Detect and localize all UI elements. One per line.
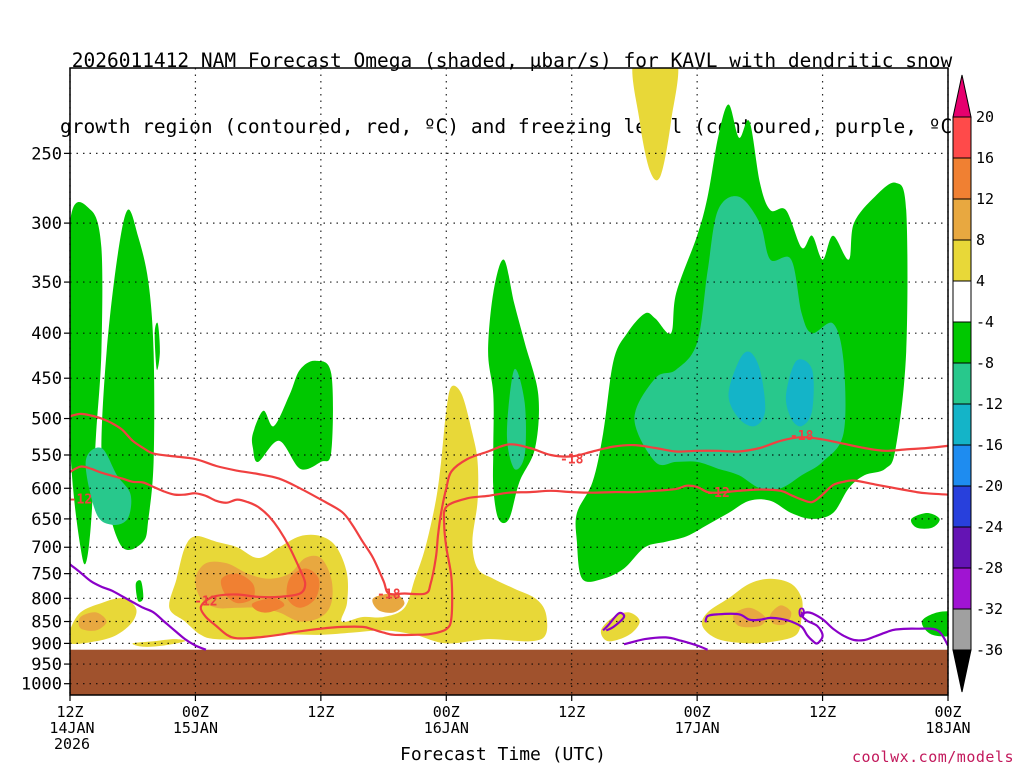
- plot-fill-layer: [70, 68, 948, 695]
- colorbar-arrow-top: [952, 74, 972, 118]
- contour-label-1-2: -18: [790, 429, 814, 444]
- omega-region-19: [132, 639, 186, 647]
- omega-region-1: [101, 209, 155, 550]
- omega-region-11: [910, 513, 940, 529]
- contour-freezing-4: [623, 636, 709, 651]
- ytick-label-750: 750: [31, 565, 62, 585]
- contour-label-1-1: -18: [560, 452, 584, 467]
- colorbar-label-6: -8: [976, 354, 994, 372]
- colorbar-label-10: -24: [976, 518, 1003, 536]
- credit-link[interactable]: coolwx.com/models: [851, 748, 1014, 766]
- colorbar-bin-3: [952, 198, 972, 241]
- contour-freezing-2: [70, 563, 207, 651]
- colorbar-bin-13: [952, 608, 972, 651]
- colorbar-label-0: 20: [976, 108, 994, 126]
- colorbar-label-1: 16: [976, 149, 994, 167]
- colorbar-bin-8: [952, 403, 972, 446]
- contour-layer: -12-12-12-18-18-180: [69, 412, 948, 651]
- ytick-label-400: 400: [31, 324, 62, 344]
- colorbar-label-9: -20: [976, 477, 1003, 495]
- colorbar-label-5: -4: [976, 313, 994, 331]
- terrain-fill: [70, 649, 948, 695]
- xtick-label-0-2: 2026: [54, 735, 90, 753]
- colorbar-label-7: -12: [976, 395, 1003, 413]
- colorbar-bin-1: [952, 116, 972, 159]
- colorbar-bin-6: [952, 321, 972, 364]
- contour-label-0-0: -12: [69, 492, 92, 507]
- colorbar-bin-12: [952, 567, 972, 610]
- xtick-label-0-0: 12Z: [56, 703, 83, 721]
- xtick-label-12-0: 00Z: [182, 703, 209, 721]
- contour-label-0-2: -12: [706, 486, 729, 501]
- omega-region-9: [728, 351, 766, 427]
- omega-region-2: [154, 322, 160, 371]
- omega-region-13: [135, 580, 144, 602]
- chart-title: 2026011412 NAM Forecast Omega (shaded, µ…: [0, 6, 1024, 160]
- title-line-1: 2026011412 NAM Forecast Omega (shaded, µ…: [71, 49, 953, 72]
- xtick-label-72-0: 12Z: [809, 703, 836, 721]
- colorbar-label-11: -28: [976, 559, 1003, 577]
- omega-region-17: [600, 612, 640, 642]
- colorbar-bin-10: [952, 485, 972, 528]
- x-axis-label: Forecast Time (UTC): [400, 744, 606, 765]
- contour-snow_growth-0: [70, 465, 948, 640]
- ytick-label-550: 550: [31, 446, 62, 466]
- ytick-label-700: 700: [31, 538, 62, 558]
- colorbar-label-4: 4: [976, 272, 985, 290]
- plot-frame: [69, 67, 949, 696]
- colorbar-bin-9: [952, 444, 972, 487]
- ytick-label-650: 650: [31, 510, 62, 530]
- omega-region-23: [733, 607, 766, 628]
- omega-region-10: [785, 359, 814, 427]
- contour-label-1-0: -18: [377, 588, 401, 603]
- ytick-label-450: 450: [31, 369, 62, 389]
- xtick-label-12-1: 15JAN: [173, 719, 218, 737]
- ytick-label-250: 250: [31, 144, 62, 164]
- ytick-label-850: 850: [31, 613, 62, 633]
- contour-freezing-5: [704, 611, 948, 647]
- colorbar-label-13: -36: [976, 641, 1003, 659]
- ytick-label-300: 300: [31, 214, 62, 234]
- omega-region-12: [921, 611, 948, 637]
- colorbar-bin-7: [952, 362, 972, 405]
- colorbar-bin-4: [952, 239, 972, 282]
- ytick-label-900: 900: [31, 634, 62, 654]
- ytick-label-500: 500: [31, 410, 62, 430]
- colorbar-label-8: -16: [976, 436, 1003, 454]
- omega-region-27: [251, 598, 285, 613]
- xtick-label-36-0: 00Z: [433, 703, 460, 721]
- contour-label-0-1: -12: [194, 595, 217, 610]
- xtick-label-60-0: 00Z: [684, 703, 711, 721]
- contour-snow_growth-1: [70, 412, 948, 596]
- contour-freezing-3: [602, 611, 626, 632]
- xtick-label-24-0: 12Z: [307, 703, 334, 721]
- omega-region-3: [251, 360, 333, 470]
- xtick-label-36-1: 16JAN: [424, 719, 469, 737]
- omega-region-21: [78, 612, 107, 631]
- omega-region-7: [85, 447, 132, 525]
- colorbar: 20 16 12 8 4 -4 -8 -12 -16 -20 -24 -28 -32 -36: [952, 74, 1003, 693]
- xtick-label-0-1: 14JAN: [49, 719, 94, 737]
- xtick-label-84-1: 18JAN: [925, 719, 970, 737]
- omega-region-14: [632, 68, 679, 181]
- ytick-label-1000: 1000: [21, 675, 62, 695]
- colorbar-label-2: 12: [976, 190, 994, 208]
- colorbar-arrow-bottom: [952, 649, 972, 693]
- omega-region-0: [70, 202, 103, 565]
- xtick-label-84-0: 00Z: [934, 703, 961, 721]
- colorbar-bin-11: [952, 526, 972, 569]
- colorbar-bin-5: [952, 280, 972, 323]
- ytick-label-600: 600: [31, 479, 62, 499]
- colorbar-label-3: 8: [976, 231, 985, 249]
- xtick-label-60-1: 17JAN: [675, 719, 720, 737]
- ytick-label-800: 800: [31, 589, 62, 609]
- ytick-label-950: 950: [31, 655, 62, 675]
- colorbar-label-12: -32: [976, 600, 1003, 618]
- ytick-label-350: 350: [31, 273, 62, 293]
- colorbar-bin-2: [952, 157, 972, 200]
- axes-layer: 2503003504004505005506006507007508008509…: [21, 67, 971, 753]
- xtick-label-48-0: 12Z: [558, 703, 585, 721]
